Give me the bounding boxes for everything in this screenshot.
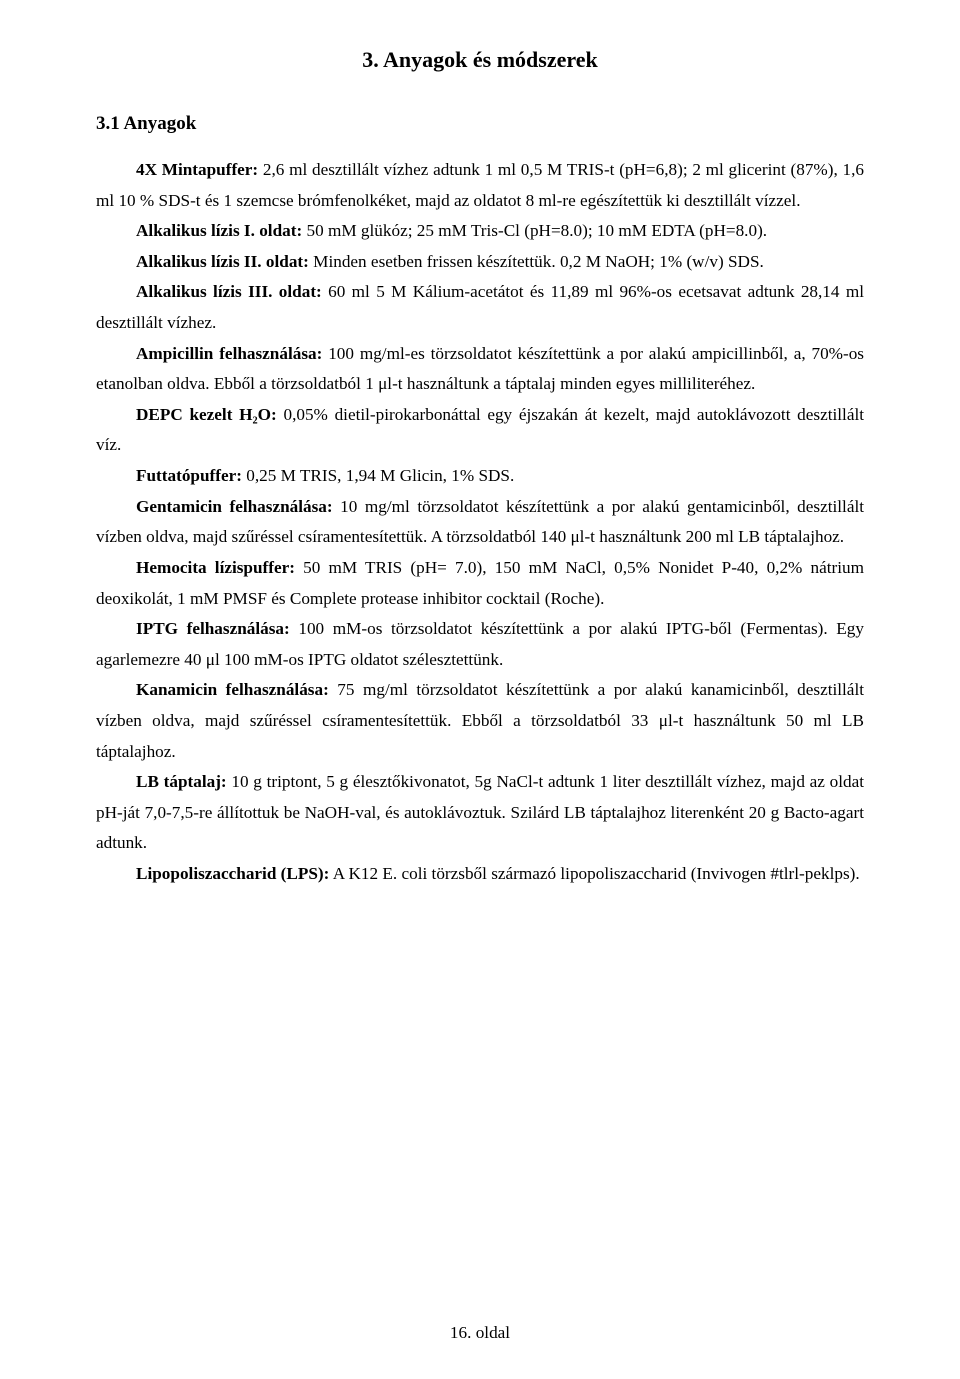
paragraph: Lipopoliszaccharid (LPS): A K12 E. coli …	[96, 859, 864, 890]
paragraph: 4X Mintapuffer: 2,6 ml desztillált vízhe…	[96, 155, 864, 216]
term-label: DEPC kezelt H₂O:	[136, 405, 277, 424]
term-text: Minden esetben frissen készítettük. 0,2 …	[309, 252, 764, 271]
term-text: 50 mM glükóz; 25 mM Tris-Cl (pH=8.0); 10…	[302, 221, 767, 240]
paragraph: Gentamicin felhasználása: 10 mg/ml törzs…	[96, 492, 864, 553]
paragraph: Futtatópuffer: 0,25 M TRIS, 1,94 M Glici…	[96, 461, 864, 492]
document-page: 3. Anyagok és módszerek 3.1 Anyagok 4X M…	[0, 0, 960, 1379]
paragraph: Alkalikus lízis III. oldat: 60 ml 5 M Ká…	[96, 277, 864, 338]
term-label: Ampicillin felhasználása:	[136, 344, 322, 363]
term-label: LB táptalaj:	[136, 772, 227, 791]
term-label: Lipopoliszaccharid (LPS):	[136, 864, 329, 883]
subsection-title: 3.1 Anyagok	[96, 107, 864, 141]
term-label: Alkalikus lízis III. oldat:	[136, 282, 322, 301]
paragraph: Hemocita lízispuffer: 50 mM TRIS (pH= 7.…	[96, 553, 864, 614]
paragraph: Alkalikus lízis II. oldat: Minden esetbe…	[96, 247, 864, 278]
paragraph: Kanamicin felhasználása: 75 mg/ml törzso…	[96, 675, 864, 767]
section-title: 3. Anyagok és módszerek	[96, 40, 864, 79]
term-label: Kanamicin felhasználása:	[136, 680, 329, 699]
term-label: 4X Mintapuffer:	[136, 160, 258, 179]
paragraph: Ampicillin felhasználása: 100 mg/ml-es t…	[96, 339, 864, 400]
paragraph: LB táptalaj: 10 g triptont, 5 g élesztők…	[96, 767, 864, 859]
term-label: Hemocita lízispuffer:	[136, 558, 295, 577]
term-label: Alkalikus lízis II. oldat:	[136, 252, 309, 271]
term-label: Alkalikus lízis I. oldat:	[136, 221, 302, 240]
term-text: 0,25 M TRIS, 1,94 M Glicin, 1% SDS.	[242, 466, 514, 485]
paragraph: DEPC kezelt H₂O: 0,05% dietil-pirokarbon…	[96, 400, 864, 461]
paragraph: IPTG felhasználása: 100 mM-os törzsoldat…	[96, 614, 864, 675]
page-footer: 16. oldal	[0, 1318, 960, 1349]
paragraph: Alkalikus lízis I. oldat: 50 mM glükóz; …	[96, 216, 864, 247]
term-label: Gentamicin felhasználása:	[136, 497, 333, 516]
term-label: IPTG felhasználása:	[136, 619, 290, 638]
term-text: A K12 E. coli törzsből származó lipopoli…	[329, 864, 859, 883]
term-label: Futtatópuffer:	[136, 466, 242, 485]
